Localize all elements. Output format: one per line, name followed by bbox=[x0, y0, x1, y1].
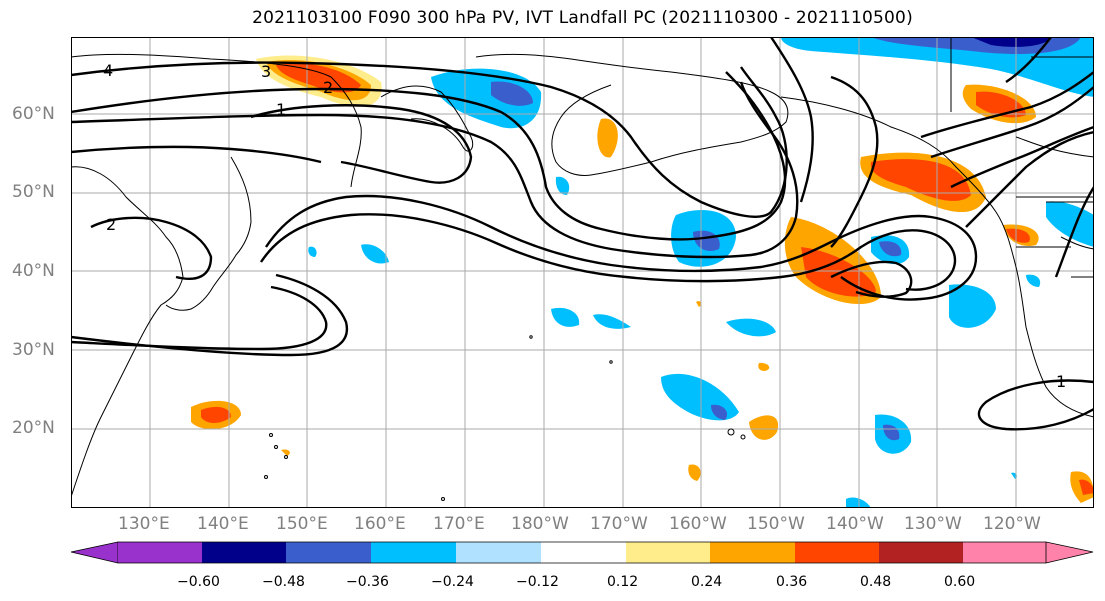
colorbar-segment bbox=[710, 542, 795, 563]
lon-label-150w: 150°W bbox=[747, 514, 805, 534]
graticule bbox=[71, 37, 1094, 508]
colorbar-segment bbox=[795, 542, 879, 563]
contour-label: 4 bbox=[103, 61, 113, 80]
lat-label-30n: 30°N bbox=[12, 340, 55, 360]
colorbar-tick: 0.24 bbox=[691, 574, 723, 590]
colorbar-segment bbox=[626, 542, 710, 563]
colorbar-tick: −0.12 bbox=[516, 574, 559, 590]
lon-label-160w: 160°W bbox=[669, 514, 727, 534]
lat-label-60n: 60°N bbox=[12, 104, 55, 124]
map-svg: 4 3 2 1 2 1 bbox=[71, 37, 1094, 508]
colorbar-extend-high bbox=[1045, 541, 1094, 564]
lon-label-150e: 150°E bbox=[276, 514, 328, 534]
colorbar-segment bbox=[456, 542, 541, 563]
colorbar-tick: 0.12 bbox=[607, 574, 639, 590]
contour-label: 2 bbox=[106, 215, 116, 234]
colorbar-segment bbox=[118, 542, 202, 563]
colorbar-segment bbox=[286, 542, 371, 563]
map-panel[interactable]: 4 3 2 1 2 1 bbox=[71, 37, 1094, 508]
contour-label: 3 bbox=[261, 62, 271, 81]
islands bbox=[264, 335, 746, 501]
colorbar-tick: 0.60 bbox=[944, 574, 976, 590]
colorbar-extend-low bbox=[70, 541, 119, 564]
colorbar-segment bbox=[202, 542, 286, 563]
colorbar-segment bbox=[541, 542, 626, 563]
lat-label-50n: 50°N bbox=[12, 182, 55, 202]
contour-label: 2 bbox=[323, 78, 333, 97]
colorbar-tick: −0.36 bbox=[346, 574, 389, 590]
colorbar-segment bbox=[963, 542, 1046, 563]
lon-label-140e: 140°E bbox=[197, 514, 249, 534]
colorbar-tick: 0.36 bbox=[776, 574, 808, 590]
colorbar-tick: 0.48 bbox=[860, 574, 892, 590]
contour-label: 1 bbox=[276, 100, 286, 119]
lon-label-130e: 130°E bbox=[118, 514, 170, 534]
lon-label-130w: 130°W bbox=[904, 514, 962, 534]
lon-label-180w: 180°W bbox=[511, 514, 569, 534]
lon-label-170w: 170°W bbox=[590, 514, 648, 534]
lon-label-160e: 160°E bbox=[354, 514, 406, 534]
colorbar bbox=[70, 541, 1094, 564]
lon-label-170e: 170°E bbox=[433, 514, 485, 534]
lon-label-120w: 120°W bbox=[983, 514, 1041, 534]
contour-label: 1 bbox=[1056, 372, 1066, 391]
lat-label-20n: 20°N bbox=[12, 418, 55, 438]
colorbar-tick: −0.24 bbox=[431, 574, 474, 590]
coastlines bbox=[71, 37, 1094, 498]
figure-title: 2021103100 F090 300 hPa PV, IVT Landfall… bbox=[252, 8, 913, 28]
colorbar-tick: −0.60 bbox=[177, 574, 220, 590]
lon-label-140w: 140°W bbox=[826, 514, 884, 534]
lat-label-40n: 40°N bbox=[12, 261, 55, 281]
colorbar-tick: −0.48 bbox=[262, 574, 305, 590]
contour-lines bbox=[71, 37, 1094, 431]
colorbar-segment bbox=[879, 542, 963, 563]
contour-label-group: 4 3 2 1 2 1 bbox=[103, 61, 1066, 391]
colorbar-segment bbox=[371, 542, 456, 563]
